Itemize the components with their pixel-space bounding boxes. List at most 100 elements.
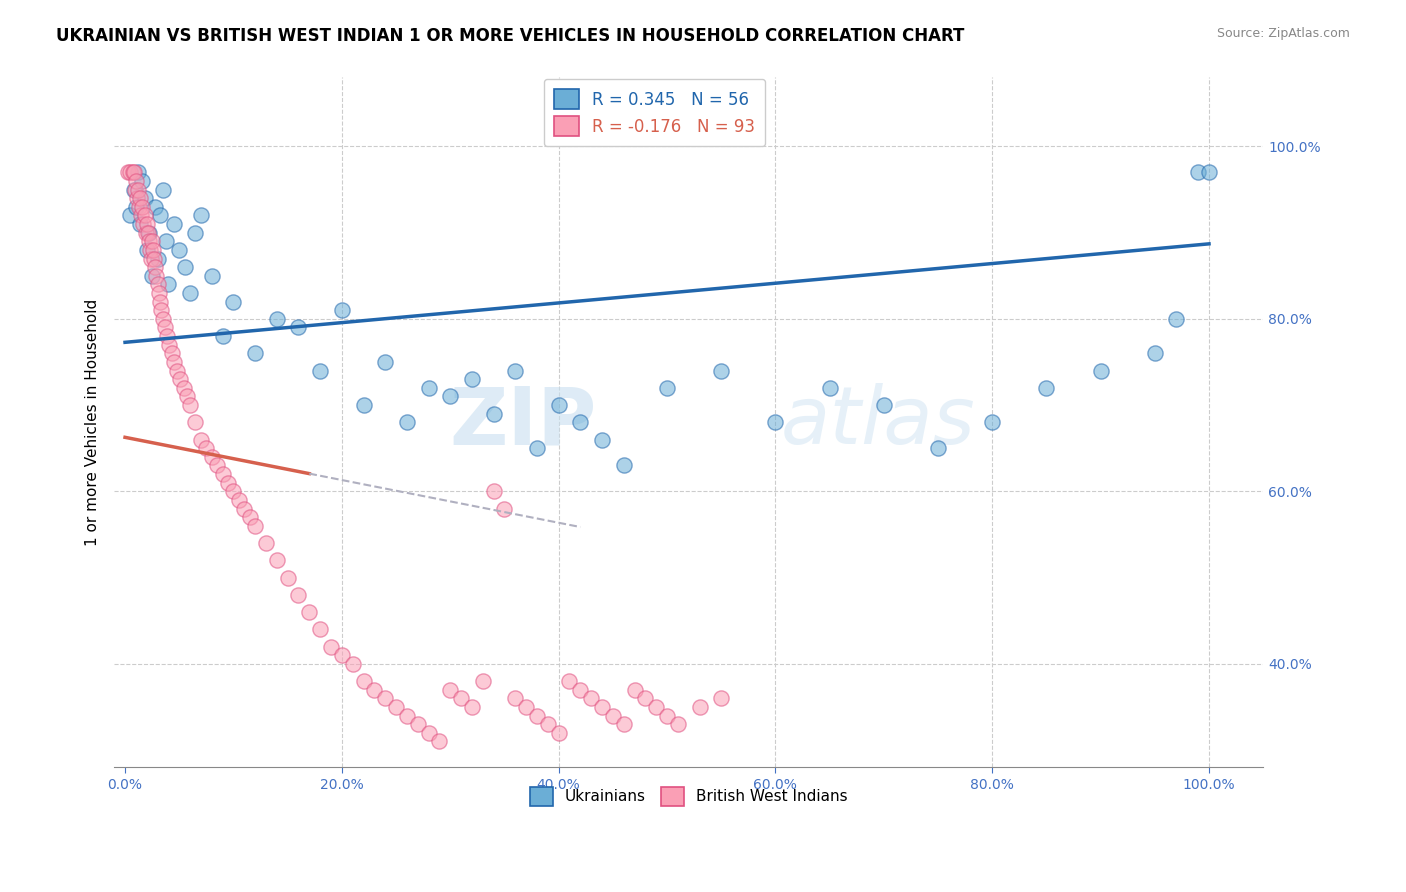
Point bbox=[579, 691, 602, 706]
Point bbox=[494, 501, 516, 516]
Point bbox=[266, 553, 288, 567]
Point bbox=[602, 708, 624, 723]
Point bbox=[179, 398, 201, 412]
Point bbox=[211, 467, 233, 481]
Point bbox=[143, 252, 166, 266]
Point bbox=[254, 536, 277, 550]
Point bbox=[145, 268, 167, 283]
Point bbox=[330, 303, 353, 318]
Point bbox=[201, 268, 224, 283]
Point bbox=[138, 234, 160, 248]
Point bbox=[131, 200, 153, 214]
Point bbox=[526, 708, 548, 723]
Point bbox=[205, 458, 228, 473]
Point bbox=[152, 311, 174, 326]
Point bbox=[148, 285, 170, 300]
Point bbox=[429, 734, 451, 748]
Point bbox=[374, 691, 396, 706]
Point bbox=[190, 433, 212, 447]
Text: ZIP: ZIP bbox=[450, 384, 596, 461]
Point bbox=[439, 682, 461, 697]
Point bbox=[655, 381, 678, 395]
Point bbox=[132, 217, 155, 231]
Point bbox=[122, 165, 145, 179]
Point bbox=[173, 381, 195, 395]
Point bbox=[173, 260, 195, 274]
Point bbox=[634, 691, 657, 706]
Point bbox=[128, 200, 150, 214]
Point bbox=[363, 682, 385, 697]
Point bbox=[117, 165, 139, 179]
Point bbox=[179, 285, 201, 300]
Point bbox=[135, 243, 157, 257]
Point bbox=[222, 484, 245, 499]
Point bbox=[145, 260, 167, 274]
Point bbox=[134, 208, 156, 222]
Point bbox=[139, 243, 162, 257]
Point bbox=[277, 570, 299, 584]
Point bbox=[1035, 381, 1057, 395]
Point bbox=[167, 243, 190, 257]
Point bbox=[482, 484, 505, 499]
Point bbox=[309, 363, 332, 377]
Point bbox=[169, 372, 191, 386]
Point bbox=[195, 441, 218, 455]
Point bbox=[139, 252, 162, 266]
Point bbox=[125, 200, 148, 214]
Point bbox=[1198, 165, 1220, 179]
Point bbox=[153, 320, 176, 334]
Point bbox=[655, 708, 678, 723]
Point bbox=[418, 725, 440, 739]
Point bbox=[136, 226, 159, 240]
Point bbox=[613, 717, 636, 731]
Point bbox=[503, 363, 526, 377]
Point bbox=[155, 234, 177, 248]
Point bbox=[395, 708, 418, 723]
Point bbox=[818, 381, 841, 395]
Point bbox=[124, 182, 146, 196]
Point bbox=[515, 699, 537, 714]
Point bbox=[613, 458, 636, 473]
Point bbox=[149, 208, 172, 222]
Point bbox=[134, 191, 156, 205]
Point bbox=[141, 268, 163, 283]
Point bbox=[152, 182, 174, 196]
Point bbox=[623, 682, 645, 697]
Point bbox=[569, 682, 592, 697]
Point bbox=[526, 441, 548, 455]
Point bbox=[330, 648, 353, 662]
Point bbox=[146, 277, 169, 292]
Point bbox=[591, 699, 613, 714]
Point bbox=[129, 191, 152, 205]
Point bbox=[395, 415, 418, 429]
Point bbox=[591, 433, 613, 447]
Point bbox=[287, 320, 309, 334]
Text: atlas: atlas bbox=[780, 384, 976, 461]
Point bbox=[201, 450, 224, 464]
Point bbox=[547, 398, 569, 412]
Point bbox=[163, 217, 186, 231]
Point bbox=[233, 501, 256, 516]
Point bbox=[222, 294, 245, 309]
Point bbox=[127, 182, 149, 196]
Point bbox=[127, 165, 149, 179]
Point bbox=[569, 415, 592, 429]
Point bbox=[353, 398, 375, 412]
Point bbox=[149, 303, 172, 318]
Point bbox=[353, 673, 375, 688]
Point bbox=[666, 717, 689, 731]
Point bbox=[145, 200, 167, 214]
Point bbox=[309, 622, 332, 636]
Point bbox=[450, 691, 472, 706]
Point bbox=[239, 510, 262, 524]
Point bbox=[406, 717, 429, 731]
Point bbox=[211, 329, 233, 343]
Point bbox=[141, 234, 163, 248]
Point bbox=[184, 226, 207, 240]
Point bbox=[645, 699, 668, 714]
Point bbox=[537, 717, 560, 731]
Point bbox=[217, 475, 239, 490]
Point bbox=[142, 243, 165, 257]
Point bbox=[131, 174, 153, 188]
Point bbox=[418, 381, 440, 395]
